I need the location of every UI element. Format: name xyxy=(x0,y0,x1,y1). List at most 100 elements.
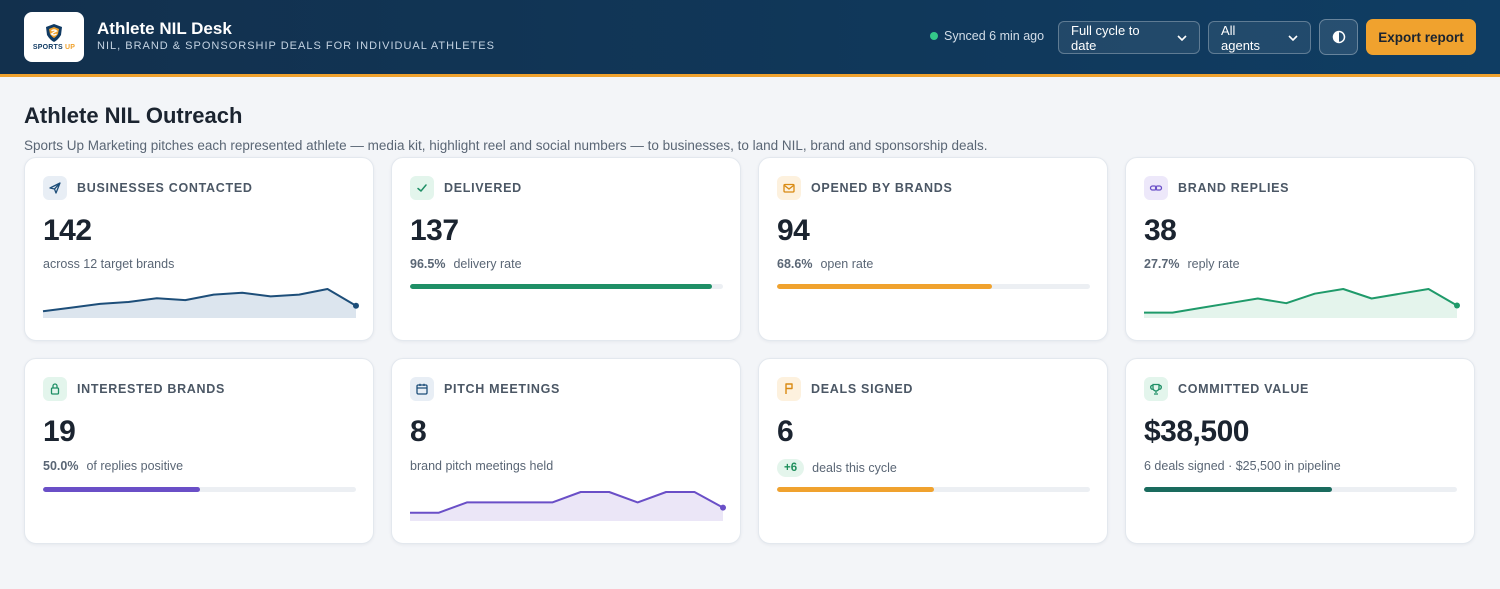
progress-bar xyxy=(777,487,1090,492)
card-header: Deals Signed xyxy=(777,377,913,401)
kpi-card-pitch-meetings[interactable]: Pitch Meetings 8 brand pitch meetings held xyxy=(391,358,741,544)
flag-icon xyxy=(777,377,801,401)
calendar-icon xyxy=(410,377,434,401)
card-subtext-label: 6 deals signed · $25,500 in pipeline xyxy=(1144,459,1341,473)
trophy-icon xyxy=(1144,377,1168,401)
card-subtext: 96.5% delivery rate xyxy=(410,257,522,271)
card-label: Committed Value xyxy=(1178,382,1310,396)
progress-bar-fill xyxy=(777,487,934,492)
sync-dot-icon xyxy=(930,32,938,40)
card-value: 6 xyxy=(777,415,794,448)
card-subtext-label: brand pitch meetings held xyxy=(410,459,554,473)
progress-bar xyxy=(777,284,1090,289)
card-rate: 96.5% xyxy=(410,257,446,271)
card-value: 142 xyxy=(43,214,92,247)
kpi-card-businesses-contacted[interactable]: Businesses Contacted 142 across 12 target … xyxy=(24,157,374,341)
kpi-card-opened-by-brands[interactable]: Opened by Brands 94 68.6% open rate xyxy=(758,157,1108,341)
sync-status: Synced 6 min ago xyxy=(930,29,1044,43)
contrast-icon xyxy=(1332,30,1345,44)
card-subtext-label: across 12 target brands xyxy=(43,257,175,271)
card-label: Interested Brands xyxy=(77,382,226,396)
kpi-card-deals-signed[interactable]: Deals Signed 6 +6 deals this cycle xyxy=(758,358,1108,544)
card-subtext: 6 deals signed · $25,500 in pipeline xyxy=(1144,459,1341,473)
sparkline-endpoint xyxy=(353,302,359,309)
card-subtext: 27.7% reply rate xyxy=(1144,257,1240,271)
card-subtext-label: deals this cycle xyxy=(812,461,897,475)
sparkline-area xyxy=(410,492,723,521)
check-icon xyxy=(410,176,434,200)
sparkline-line xyxy=(1144,288,1458,314)
progress-bar-fill xyxy=(1144,487,1332,492)
top-bar: SPORTS UP Athlete NIL Desk NIL, BRAND & … xyxy=(0,0,1500,77)
card-subtext: 50.0% of replies positive xyxy=(43,459,183,473)
card-header: Committed Value xyxy=(1144,377,1309,401)
card-subtext-label: reply rate xyxy=(1187,257,1240,271)
link-icon xyxy=(1144,176,1168,200)
chevron-down-icon xyxy=(1288,34,1298,41)
shield-logo-icon xyxy=(46,24,62,42)
kpi-card-delivered[interactable]: Delivered 137 96.5% delivery rate xyxy=(391,157,741,341)
card-header: Brand Replies xyxy=(1144,176,1289,200)
app-subtitle: NIL, BRAND & SPONSORSHIP DEALS FOR INDIV… xyxy=(97,40,495,52)
sync-status-text: Synced 6 min ago xyxy=(944,29,1045,43)
progress-bar-fill xyxy=(43,487,200,492)
page-title: Athlete NIL Outreach xyxy=(24,103,243,128)
card-value: 38 xyxy=(1144,214,1177,247)
card-label: Delivered xyxy=(444,181,522,195)
card-subtext: brand pitch meetings held xyxy=(410,459,553,473)
page-description: Sports Up Marketing pitches each represe… xyxy=(24,138,988,153)
chevron-down-icon xyxy=(1177,34,1187,41)
agent-filter-value: All agents xyxy=(1221,22,1261,53)
company-logo[interactable]: SPORTS UP xyxy=(24,12,84,62)
card-rate: 50.0% xyxy=(43,459,79,473)
change-badge: +6 xyxy=(777,459,805,477)
sparkline-line xyxy=(410,491,724,514)
mail-icon xyxy=(777,176,801,200)
card-subtext-label: delivery rate xyxy=(453,257,522,271)
sparkline-endpoint xyxy=(1454,302,1460,309)
card-value: 137 xyxy=(410,214,459,247)
app-title: Athlete NIL Desk xyxy=(97,19,232,38)
card-label: Opened by Brands xyxy=(811,181,953,195)
card-header: Delivered xyxy=(410,176,522,200)
card-subtext: +6 deals this cycle xyxy=(777,459,897,477)
progress-bar xyxy=(410,284,723,289)
card-label: Pitch Meetings xyxy=(444,382,561,396)
card-value: $38,500 xyxy=(1144,415,1249,448)
trend-sparkline xyxy=(410,491,726,521)
logo-text-main: SPORTS xyxy=(32,44,63,51)
kpi-card-interested-brands[interactable]: Interested Brands 19 50.0% of replies posit… xyxy=(24,358,374,544)
card-value: 19 xyxy=(43,415,76,448)
card-value: 94 xyxy=(777,214,810,247)
trend-sparkline xyxy=(1144,288,1460,318)
card-subtext: 68.6% open rate xyxy=(777,257,873,271)
cycle-filter-select[interactable]: Full cycle to date xyxy=(1058,21,1200,54)
bag-icon xyxy=(43,377,67,401)
card-label: Businesses Contacted xyxy=(77,181,253,195)
card-value: 8 xyxy=(410,415,427,448)
kpi-card-brand-replies[interactable]: Brand Replies 38 27.7% reply rate xyxy=(1125,157,1475,341)
card-header: Pitch Meetings xyxy=(410,377,560,401)
sparkline-line xyxy=(42,288,357,313)
card-rate: 27.7% xyxy=(1144,257,1180,271)
card-header: Businesses Contacted xyxy=(43,176,253,200)
logo-wordmark: SPORTS UP xyxy=(33,44,75,51)
card-subtext: across 12 target brands xyxy=(43,257,174,271)
progress-bar xyxy=(43,487,356,492)
card-subtext-label: of replies positive xyxy=(86,459,184,473)
card-header: Interested Brands xyxy=(43,377,225,401)
progress-bar-fill xyxy=(410,284,713,289)
export-report-button[interactable]: Export report xyxy=(1366,19,1476,55)
progress-bar-fill xyxy=(777,284,992,289)
sparkline-endpoint xyxy=(720,504,726,511)
card-label: Brand Replies xyxy=(1178,181,1290,195)
card-rate: 68.6% xyxy=(777,257,813,271)
theme-toggle-button[interactable] xyxy=(1319,19,1358,55)
send-icon xyxy=(43,176,67,200)
trend-sparkline xyxy=(42,288,359,318)
card-header: Opened by Brands xyxy=(777,176,953,200)
cycle-filter-value: Full cycle to date xyxy=(1071,22,1140,53)
kpi-card-committed-value[interactable]: Committed Value $38,500 6 deals signed · $… xyxy=(1125,358,1475,544)
card-subtext-label: open rate xyxy=(820,257,874,271)
agent-filter-select[interactable]: All agents xyxy=(1208,21,1311,54)
